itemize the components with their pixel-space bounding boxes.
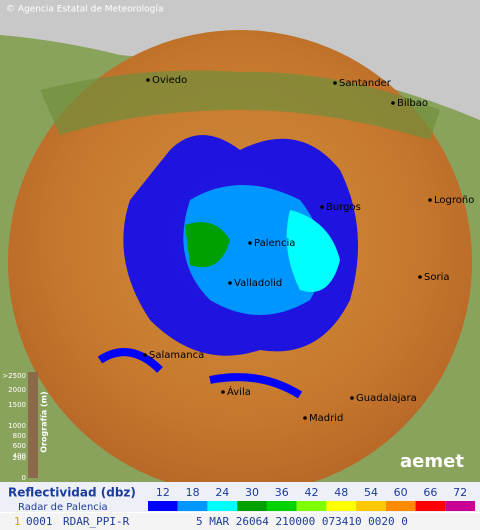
logo: aemet — [400, 451, 464, 472]
city-dot — [320, 205, 324, 209]
echo-area — [286, 210, 340, 292]
scale-swatch — [415, 501, 446, 511]
orography-bar — [28, 372, 38, 478]
echoes — [97, 135, 358, 399]
scale-label: 42 — [305, 486, 319, 499]
scale-swatch — [266, 501, 297, 511]
scale-label: 36 — [275, 486, 289, 499]
footer-field: 1 — [14, 515, 21, 528]
orography-label: 800 — [13, 432, 26, 440]
orography-label: 400 — [13, 452, 26, 460]
cities: Oviedo Santander Bilbao Burgos Logroño Palenc… — [143, 75, 474, 424]
city-dot — [143, 353, 147, 357]
city-label: Madrid — [309, 413, 343, 424]
scale-swatch — [356, 501, 386, 511]
echo-area — [183, 185, 323, 315]
scale-swatch — [326, 501, 357, 511]
orography-label: 1500 — [8, 401, 26, 409]
city-label: Santander — [339, 78, 392, 89]
credit: © Agencia Estatal de Meteorología — [6, 5, 163, 15]
city-dot — [428, 198, 432, 202]
echo-area — [185, 222, 230, 268]
orography-label: 2000 — [8, 386, 26, 394]
city-label: Bilbao — [397, 98, 428, 109]
scale-swatch — [237, 501, 267, 511]
city-label: Burgos — [326, 202, 361, 213]
echo-area — [209, 373, 303, 399]
scale-label: 60 — [394, 486, 408, 499]
scale-swatch — [385, 501, 416, 511]
orography-label: 600 — [13, 442, 26, 450]
scale-label: 54 — [364, 486, 378, 499]
city-dot — [350, 396, 354, 400]
scale-label: 72 — [453, 486, 467, 499]
city-label: Palencia — [254, 238, 295, 249]
scale-swatch — [177, 501, 208, 511]
footer-field: RDAR_PPI-R — [63, 515, 130, 528]
legend-subtitle: Radar de Palencia — [18, 502, 108, 513]
city-dot — [228, 281, 232, 285]
scale-swatch — [148, 501, 178, 511]
legend-title: Reflectividad (dbz) — [8, 486, 136, 500]
footer — [0, 513, 480, 530]
city-dot — [146, 78, 150, 82]
scale-swatch — [445, 501, 475, 511]
echo-area — [97, 348, 163, 373]
scale-label: 24 — [215, 486, 229, 499]
city-label: Salamanca — [149, 350, 204, 361]
city-dot — [418, 275, 422, 279]
city-label: Soria — [424, 272, 449, 283]
city-dot — [391, 101, 395, 105]
city-label: Oviedo — [152, 75, 187, 86]
city-dot — [303, 416, 307, 420]
orography-label: 1000 — [8, 422, 26, 430]
scale-label: 30 — [245, 486, 259, 499]
footer-fields: 1 0001 RDAR_PPI-R 5 MAR 26064 210000 073410… — [14, 515, 408, 528]
orography-title: Orografía (m) — [40, 391, 49, 452]
scale-label: 48 — [334, 486, 348, 499]
city-label: Valladolid — [234, 278, 282, 289]
scale-swatch — [296, 501, 327, 511]
scale-label: 18 — [186, 486, 200, 499]
scale-swatch — [207, 501, 238, 511]
scale-label: 66 — [423, 486, 437, 499]
footer-field: 0001 — [26, 515, 53, 528]
city-label: Ávila — [227, 385, 251, 398]
orography-label: 0 — [22, 474, 26, 482]
scale-label: 12 — [156, 486, 170, 499]
city-label: Logroño — [434, 195, 474, 206]
city-dot — [333, 81, 337, 85]
orography-label: >2500 — [2, 372, 26, 380]
city-label: Guadalajara — [356, 393, 417, 404]
footer-field: 5 MAR 26064 210000 073410 0020 0 — [196, 515, 408, 528]
city-dot — [248, 241, 252, 245]
mountains — [40, 70, 440, 140]
orography-label: 200 — [13, 454, 26, 462]
color-scale: 12 18 24 30 36 42 48 54 60 66 72 — [148, 486, 475, 511]
city-dot — [221, 390, 225, 394]
